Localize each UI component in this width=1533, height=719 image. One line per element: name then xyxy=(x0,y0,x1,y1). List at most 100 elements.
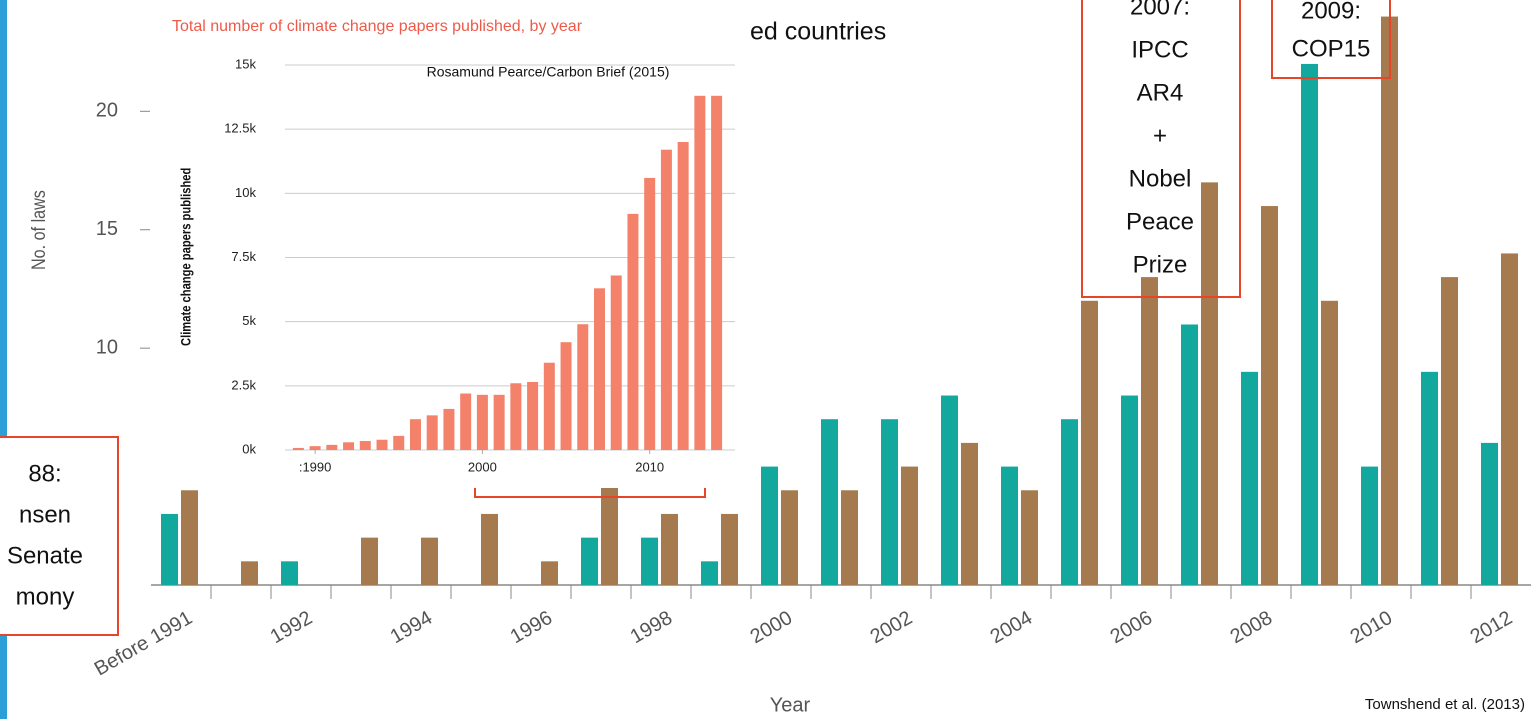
bar xyxy=(581,537,598,585)
bar xyxy=(660,149,672,450)
annotation-text: 2009: xyxy=(1301,0,1361,24)
x-tick-label: 1996 xyxy=(507,607,557,648)
bar xyxy=(901,466,918,585)
bar xyxy=(1381,16,1398,586)
x-axis-label: Year xyxy=(770,694,811,716)
annotation-text: IPCC xyxy=(1131,36,1188,63)
bar xyxy=(761,466,778,585)
bar xyxy=(443,408,455,450)
bar xyxy=(543,362,555,450)
bar xyxy=(376,439,388,450)
bar xyxy=(627,213,639,450)
bar xyxy=(409,419,421,450)
bar xyxy=(644,177,656,450)
x-tick-label: 2010 xyxy=(1347,607,1397,648)
bar xyxy=(460,393,472,450)
side-stripe xyxy=(0,0,7,719)
bar xyxy=(593,288,605,450)
bar xyxy=(281,561,298,585)
bar xyxy=(326,444,338,450)
bar xyxy=(841,490,858,585)
annotation-text: Nobel xyxy=(1129,165,1192,192)
source: Townshend et al. (2013) xyxy=(1365,696,1525,713)
x-tick-label: 2004 xyxy=(987,607,1037,648)
annotation-text: Peace xyxy=(1126,208,1194,235)
bar xyxy=(661,513,678,585)
bar xyxy=(510,383,522,450)
bar xyxy=(541,561,558,585)
annotation-text: 2007: xyxy=(1130,0,1190,20)
bar xyxy=(1361,466,1378,585)
x-tick-label: 2012 xyxy=(1467,607,1517,648)
inset-title: Total number of climate change papers pu… xyxy=(172,18,583,35)
bar xyxy=(577,324,589,450)
bar xyxy=(493,394,505,450)
bar xyxy=(343,442,355,450)
bar xyxy=(421,537,438,585)
bar xyxy=(1121,395,1138,585)
chart-title: ed countries xyxy=(750,18,886,46)
bar xyxy=(721,513,738,585)
bar xyxy=(1241,371,1258,585)
annotation-box xyxy=(1081,0,1241,298)
bar xyxy=(426,415,438,450)
bar xyxy=(701,561,718,585)
bar xyxy=(961,442,978,585)
bar xyxy=(1481,442,1498,585)
y-tick-label: 12.5k xyxy=(224,121,256,136)
bar xyxy=(1301,63,1318,585)
x-tick-label: 2006 xyxy=(1107,607,1157,648)
annotation-text: nsen xyxy=(19,501,71,528)
x-tick-label: 1994 xyxy=(387,607,437,648)
bar xyxy=(610,275,622,450)
bar xyxy=(292,447,304,450)
y-tick-label: 20 xyxy=(96,100,118,122)
bar xyxy=(181,490,198,585)
x-tick-label: 2010 xyxy=(635,459,664,474)
bar xyxy=(1501,253,1518,585)
y-tick-label: 10k xyxy=(235,185,256,200)
bar xyxy=(1261,206,1278,586)
y-tick-label: 2.5k xyxy=(231,377,256,392)
x-tick-label: 1992 xyxy=(267,607,317,648)
bar xyxy=(1181,324,1198,585)
bar xyxy=(1201,182,1218,586)
bar xyxy=(641,537,658,585)
annotation-text: AR4 xyxy=(1137,79,1184,106)
annotation-text: mony xyxy=(16,583,75,610)
bar xyxy=(361,537,378,585)
y-tick-label: 10 xyxy=(96,336,118,358)
y-axis-label: No. of laws xyxy=(28,190,50,270)
inset-source: Rosamund Pearce/Carbon Brief (2015) xyxy=(427,64,670,80)
bar xyxy=(1001,466,1018,585)
bar xyxy=(1141,277,1158,585)
annotation-text: Senate xyxy=(7,542,83,569)
bar xyxy=(1061,419,1078,585)
bar xyxy=(881,419,898,585)
annotation-text: 88: xyxy=(28,460,61,487)
y-tick-label: 15k xyxy=(235,56,256,71)
bar xyxy=(476,394,488,450)
bar xyxy=(1421,371,1438,585)
x-tick-label: 2002 xyxy=(867,607,917,648)
bar xyxy=(241,561,258,585)
bar xyxy=(359,441,371,450)
bar xyxy=(941,395,958,585)
bar xyxy=(393,435,405,450)
annotation-box xyxy=(0,436,119,636)
bar xyxy=(309,446,321,450)
bar xyxy=(1321,300,1338,585)
y-tick-label: 15 xyxy=(96,218,118,240)
bar xyxy=(1081,300,1098,585)
x-tick-label: :1990 xyxy=(299,459,332,474)
x-tick-label: 1998 xyxy=(627,607,677,648)
annotation-box xyxy=(1271,0,1391,79)
y-tick-label: 7.5k xyxy=(231,249,256,264)
x-tick-label: 2000 xyxy=(468,459,497,474)
bar xyxy=(1021,490,1038,585)
x-tick-label: 2000 xyxy=(747,607,797,648)
y-tick-label: 5k xyxy=(242,313,256,328)
bar xyxy=(481,513,498,585)
bar xyxy=(527,381,539,450)
